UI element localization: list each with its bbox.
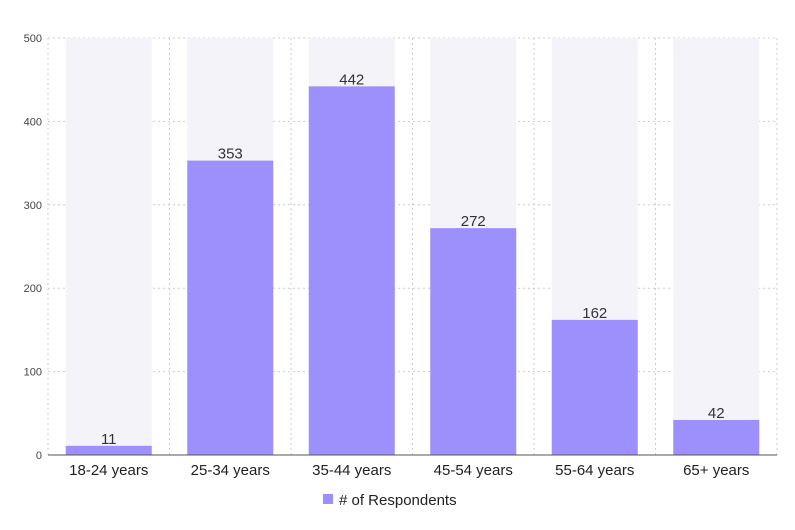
- category-backgrounds: [65, 38, 760, 455]
- data-label: 272: [461, 213, 486, 230]
- bar: [551, 319, 638, 455]
- x-tick-label: 18-24 years: [69, 462, 148, 479]
- y-tick-label: 100: [24, 367, 42, 379]
- legend-swatch: [323, 494, 333, 504]
- data-label: 42: [708, 405, 725, 422]
- bar: [308, 86, 395, 455]
- data-label: 353: [218, 146, 243, 163]
- grid: [47, 37, 778, 455]
- y-tick-label: 500: [24, 33, 42, 45]
- x-tick-label: 25-34 years: [191, 462, 270, 479]
- data-labels: 11 353 442 272 162 42: [101, 71, 725, 447]
- x-axis: 18-24 years 25-34 years 35-44 years 45-54 y…: [48, 454, 777, 479]
- bar-background: [65, 38, 152, 455]
- legend-label: # of Respondents: [339, 492, 457, 509]
- bar: [65, 445, 152, 455]
- y-tick-label: 300: [24, 200, 42, 212]
- bar: [430, 228, 517, 455]
- data-label: 442: [339, 71, 364, 88]
- x-tick-label: 55-64 years: [555, 462, 634, 479]
- data-label: 11: [101, 431, 117, 448]
- x-tick-label: 35-44 years: [312, 462, 391, 479]
- bar: [673, 419, 760, 455]
- y-tick-label: 0: [36, 450, 42, 462]
- y-tick-label: 400: [24, 116, 42, 128]
- bar-background: [673, 38, 760, 455]
- data-label: 162: [582, 305, 607, 322]
- bar: [187, 160, 274, 455]
- x-tick-label: 65+ years: [683, 462, 749, 479]
- bars: [65, 86, 760, 455]
- x-tick-label: 45-54 years: [434, 462, 513, 479]
- legend: # of Respondents: [323, 492, 457, 509]
- y-tick-label: 200: [24, 283, 42, 295]
- y-axis: 0 100 200 300 400 500: [24, 33, 42, 462]
